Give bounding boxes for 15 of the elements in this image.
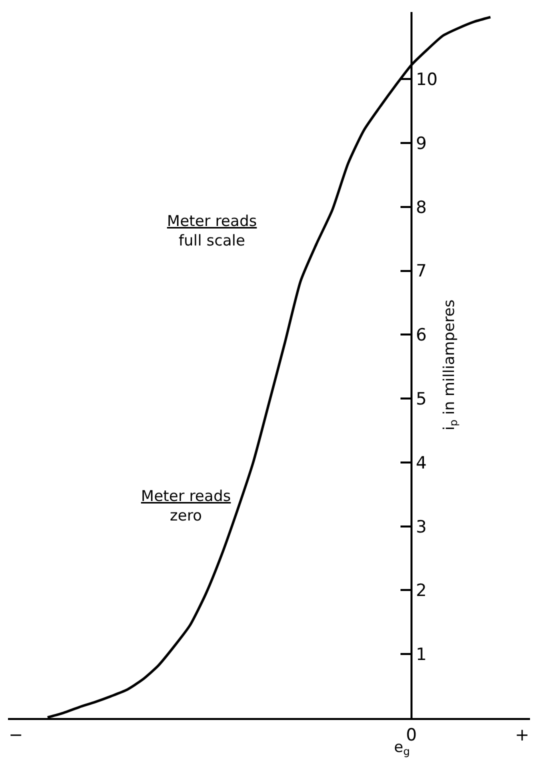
y-tick-label: 7: [416, 262, 427, 282]
y-tick-label: 10: [416, 70, 438, 90]
x-tick-label: 0: [406, 725, 417, 746]
x-tick-label: +: [514, 725, 530, 746]
x-tick-label: −: [8, 725, 24, 746]
annotation: Meter reads zero: [141, 487, 231, 524]
y-tick-label: 1: [416, 645, 427, 666]
y-tick-label: 2: [416, 581, 427, 602]
y-tick-label: 6: [416, 326, 427, 346]
annotation: Meter reads full scale: [167, 212, 257, 250]
y-tick-label: 4: [416, 453, 427, 474]
y-tick-label: 8: [416, 198, 427, 218]
y-tick-label: 3: [416, 517, 427, 538]
y-tick-label: 5: [416, 389, 427, 410]
y-tick-label: 9: [416, 134, 427, 154]
